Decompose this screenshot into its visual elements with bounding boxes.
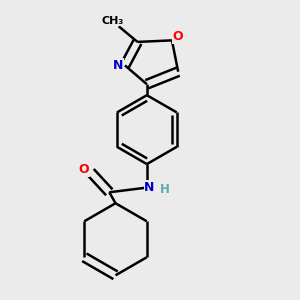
Text: H: H [160, 183, 170, 196]
Text: N: N [144, 181, 154, 194]
Text: N: N [113, 59, 123, 72]
Text: CH₃: CH₃ [101, 16, 124, 26]
Text: O: O [78, 163, 89, 176]
Text: O: O [172, 30, 183, 43]
